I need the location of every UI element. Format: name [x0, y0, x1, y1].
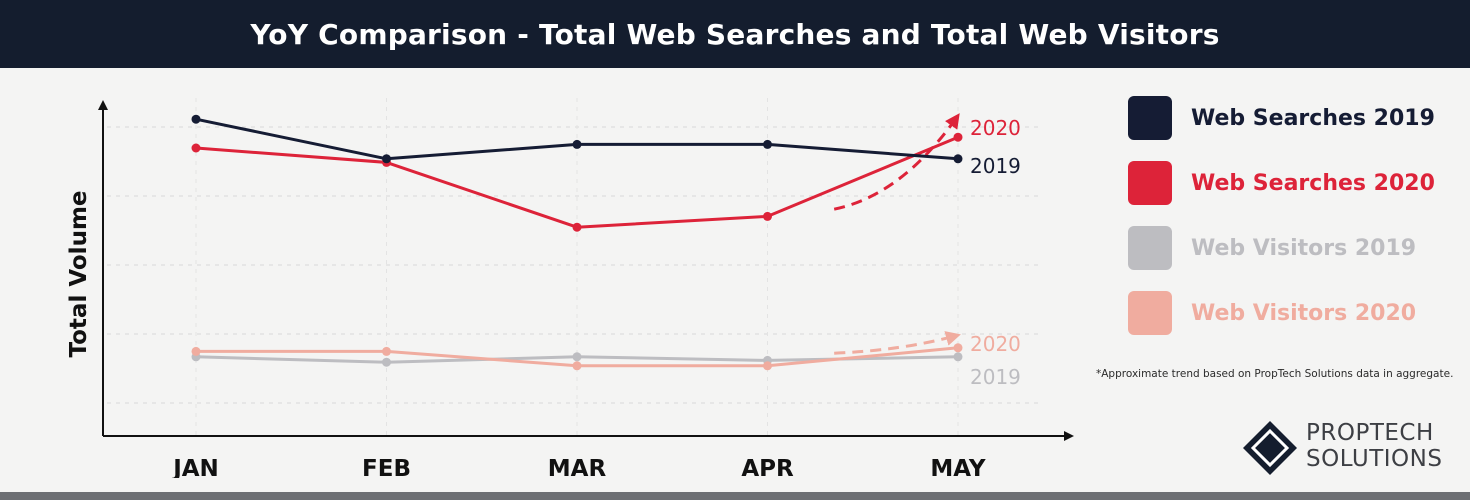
data-point-web-searches-2019: [191, 114, 201, 124]
legend-label: Web Visitors 2020: [1191, 300, 1417, 326]
legend-item-web-searches-2020: Web Searches 2020: [1128, 159, 1458, 207]
logo-wordmark: PROPTECH SOLUTIONS: [1306, 422, 1442, 471]
legend-label: Web Searches 2019: [1191, 105, 1435, 131]
data-point-web-visitors-2020: [953, 343, 963, 353]
x-tick-label-may: MAY: [930, 456, 985, 478]
x-tick-label-jan: JAN: [171, 456, 219, 478]
legend-swatch: [1128, 226, 1172, 270]
x-tick-label-mar: MAR: [548, 456, 607, 478]
data-point-web-searches-2020: [572, 222, 582, 232]
chart-title: YoY Comparison - Total Web Searches and …: [250, 17, 1220, 51]
data-point-web-visitors-2019: [572, 352, 582, 362]
legend-item-web-visitors-2019: Web Visitors 2019: [1128, 224, 1458, 272]
logo-line-1: PROPTECH: [1306, 420, 1434, 446]
x-tick-label-apr: APR: [741, 456, 794, 478]
legend-swatch: [1128, 96, 1172, 140]
data-point-web-visitors-2020: [191, 346, 201, 356]
data-point-web-searches-2019: [953, 154, 963, 164]
end-label-web-searches-2020: 2020: [970, 116, 1021, 140]
legend-item-web-searches-2019: Web Searches 2019: [1128, 94, 1458, 142]
legend-swatch: [1128, 291, 1172, 335]
end-label-web-searches-2019: 2019: [970, 154, 1021, 178]
trend-arrow: [833, 113, 960, 211]
data-point-web-searches-2020: [191, 143, 201, 153]
legend-label: Web Visitors 2019: [1191, 235, 1417, 261]
data-point-web-visitors-2020: [763, 361, 772, 371]
data-point-web-searches-2019: [763, 139, 772, 149]
legend-item-web-visitors-2020: Web Visitors 2020: [1128, 289, 1458, 337]
diamond-logo-icon: [1243, 421, 1297, 475]
data-point-web-searches-2020: [953, 132, 963, 142]
data-point-web-searches-2020: [763, 211, 772, 221]
data-point-web-visitors-2020: [382, 346, 391, 356]
legend-label: Web Searches 2020: [1191, 170, 1435, 196]
legend-swatch: [1128, 161, 1172, 205]
data-point-web-visitors-2020: [572, 361, 582, 371]
footer-bar: [0, 492, 1470, 500]
end-label-web-visitors-2020: 2020: [970, 332, 1021, 356]
data-point-web-searches-2019: [572, 139, 582, 149]
data-point-web-searches-2019: [382, 154, 391, 164]
trend-arrow: [834, 331, 961, 355]
proptech-logo: PROPTECH SOLUTIONS: [1240, 418, 1450, 478]
data-point-web-visitors-2019: [382, 357, 391, 367]
logo-line-2: SOLUTIONS: [1306, 446, 1443, 472]
x-tick-label-feb: FEB: [362, 456, 411, 478]
end-label-web-visitors-2019: 2019: [970, 365, 1021, 389]
line-chart: Total Volume JAN FEB MAR APR MAY 2019 2020 2019 2…: [66, 98, 1074, 478]
data-point-web-visitors-2019: [953, 352, 963, 362]
footnote: *Approximate trend based on PropTech Sol…: [1096, 368, 1454, 380]
header-bar: YoY Comparison - Total Web Searches and …: [0, 0, 1470, 68]
y-axis-label: Total Volume: [66, 190, 92, 357]
